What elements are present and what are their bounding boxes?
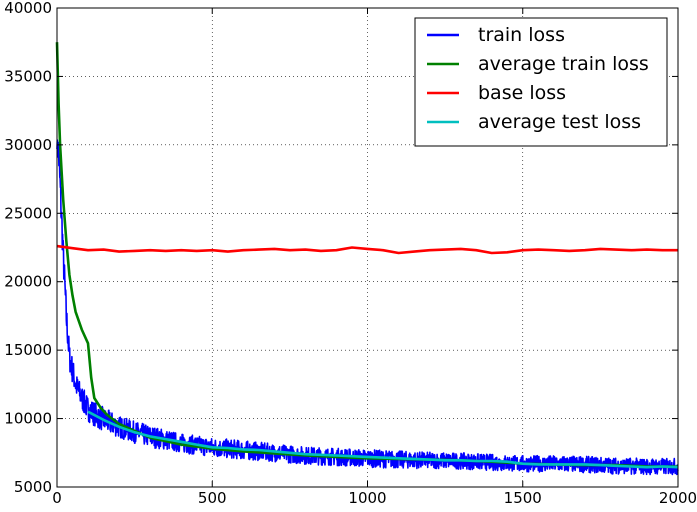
y-tick-label: 35000 [4, 67, 52, 85]
legend-label: average train loss [478, 53, 649, 75]
x-tick-label: 2000 [659, 489, 697, 507]
x-tick-label: 1500 [504, 489, 542, 507]
y-tick-label: 15000 [4, 341, 52, 359]
y-tick-label: 5000 [14, 478, 52, 496]
series-line-base-loss [56, 244, 678, 255]
axis-ticks: 0 500 1000 1500 2000 5000 10000 15000 20000 25000… [4, 0, 697, 507]
y-tick-label: 30000 [4, 136, 52, 154]
legend: train loss average train loss base loss ave… [414, 17, 668, 147]
y-tick-label: 10000 [4, 410, 52, 428]
legend-label: train loss [478, 24, 565, 46]
x-tick-label: 1000 [348, 489, 386, 507]
series-lines [55, 42, 679, 476]
x-tick-label: 0 [52, 489, 62, 507]
series-line-average-test-loss [87, 410, 679, 469]
legend-label: base loss [478, 82, 566, 104]
legend-box [414, 17, 668, 147]
y-tick-label: 25000 [4, 204, 52, 222]
legend-label: average test loss [478, 111, 641, 133]
y-tick-label: 40000 [4, 0, 52, 17]
y-tick-label: 20000 [4, 273, 52, 291]
x-tick-label: 500 [198, 489, 227, 507]
